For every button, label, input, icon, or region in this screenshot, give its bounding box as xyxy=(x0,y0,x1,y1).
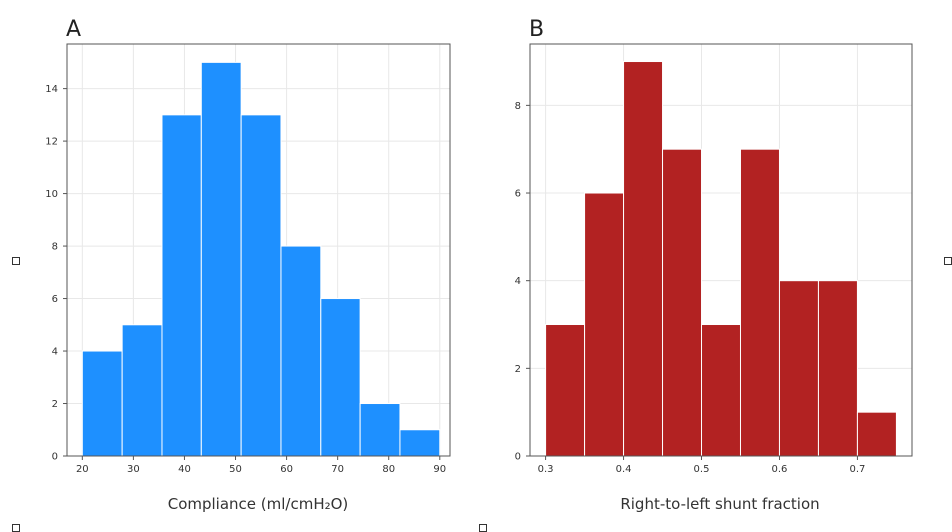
panel-a-bar-0 xyxy=(81,350,123,457)
panel-a-x-tick-label-0: 20 xyxy=(76,464,89,475)
panel-b-x-ticks: 0.3 0.4 0.5 0.6 0.7 xyxy=(538,456,865,475)
panel-a-frame xyxy=(66,43,451,457)
panel-b-x-tick-label-3: 0.6 xyxy=(772,464,788,475)
panel-a-x-tick-label-6: 80 xyxy=(382,464,395,475)
panel-a-bar-1 xyxy=(121,324,163,457)
panel-b-letter: B xyxy=(529,17,544,42)
panel-b-bar-4 xyxy=(701,324,741,457)
panel-b-bar-5 xyxy=(739,148,780,457)
panel-a-bar-3 xyxy=(200,61,242,457)
panel-a-x-tick-label-5: 70 xyxy=(331,464,344,475)
panel-b-bar-0 xyxy=(545,324,586,457)
panel-b-y-tick-label-3: 6 xyxy=(515,189,521,200)
bottom-left-resize-handle[interactable] xyxy=(12,524,20,532)
panel-b-y-tick-label-0: 0 xyxy=(515,452,521,463)
panel-b-y-tick-label-2: 4 xyxy=(515,276,521,287)
panel-b-bars xyxy=(545,61,897,457)
panel-a-bar-7 xyxy=(359,403,401,457)
panel-a-x-axis-label: Compliance (ml/cmH₂O) xyxy=(168,495,349,513)
panel-a-x-tick-label-1: 30 xyxy=(127,464,140,475)
panel-b-bar-1 xyxy=(584,192,625,457)
panel-b-x-tick-label-0: 0.3 xyxy=(538,464,554,475)
panel-a-x-tick-label-2: 40 xyxy=(178,464,191,475)
panel-a-y-ticks: 0 2 4 6 8 10 12 14 xyxy=(45,84,67,463)
panel-a-x-ticks: 20 30 40 50 60 70 80 90 xyxy=(76,456,446,475)
left-resize-handle[interactable] xyxy=(12,257,20,265)
panel-b-y-tick-label-1: 2 xyxy=(515,364,521,375)
panel-b-bar-3 xyxy=(662,148,703,457)
panel-a-x-tick-label-7: 90 xyxy=(433,464,446,475)
panel-b-x-tick-label-1: 0.4 xyxy=(616,464,632,475)
panel-a-y-tick-label-6: 12 xyxy=(45,137,58,148)
panel-a-bars xyxy=(81,61,441,457)
bottom-center-resize-handle[interactable] xyxy=(479,524,487,532)
panel-a-y-tick-label-0: 0 xyxy=(52,452,58,463)
panel-a-y-tick-label-5: 10 xyxy=(45,189,58,200)
panel-a-y-tick-label-1: 2 xyxy=(52,399,58,410)
panel-a-y-tick-label-2: 4 xyxy=(52,347,58,358)
panel-a-bar-8 xyxy=(399,429,441,457)
panel-b: B 0.3 0.4 0.5 0.6 0.7 0 2 4 6 8 Right-to-left sh… xyxy=(515,17,913,513)
panel-b-frame xyxy=(529,43,913,457)
panel-b-x-tick-label-4: 0.7 xyxy=(849,464,865,475)
panel-a-x-tick-label-4: 60 xyxy=(280,464,293,475)
panel-b-y-ticks: 0 2 4 6 8 xyxy=(515,101,530,463)
panel-b-bar-6 xyxy=(778,280,819,457)
panel-a-y-tick-label-3: 6 xyxy=(52,294,58,305)
panel-b-bar-8 xyxy=(856,411,897,457)
panel-a-bar-2 xyxy=(161,114,202,457)
panel-b-bar-2 xyxy=(623,61,664,457)
panel-a-y-tick-label-4: 8 xyxy=(52,242,58,253)
panel-a: A 20 30 40 50 60 70 80 90 0 2 4 6 8 10 12 14 Complianc… xyxy=(45,17,451,513)
panel-a-x-tick-label-3: 50 xyxy=(229,464,242,475)
panel-b-x-axis-label: Right-to-left shunt fraction xyxy=(620,495,819,513)
panel-a-y-tick-label-7: 14 xyxy=(45,84,58,95)
panel-a-bar-5 xyxy=(280,245,322,457)
panel-a-bar-6 xyxy=(320,298,361,457)
panel-b-y-tick-label-4: 8 xyxy=(515,101,521,112)
panel-a-bar-4 xyxy=(240,114,282,457)
panel-b-bar-7 xyxy=(817,280,858,457)
right-resize-handle[interactable] xyxy=(944,257,952,265)
panel-b-x-tick-label-2: 0.5 xyxy=(694,464,710,475)
panel-a-letter: A xyxy=(66,17,81,42)
